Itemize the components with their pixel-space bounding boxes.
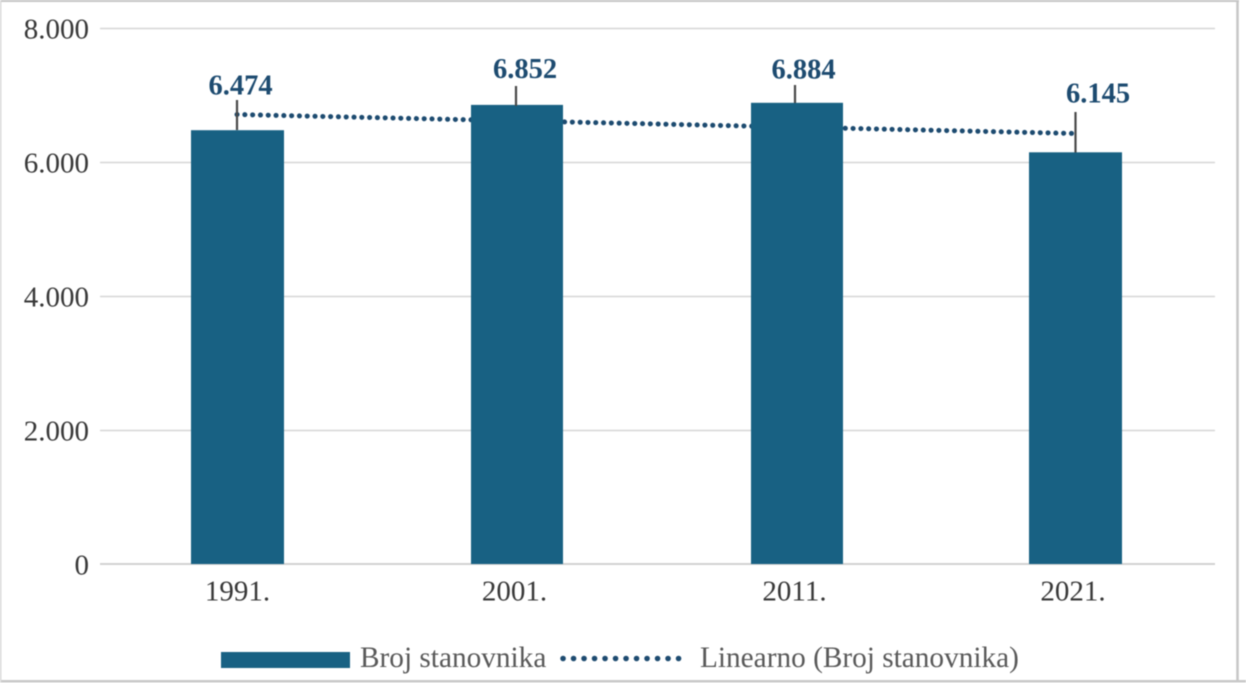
svg-text:4.000: 4.000 (24, 282, 89, 314)
svg-text:2021.: 2021. (1040, 576, 1105, 608)
svg-text:Linearno (Broj stanovnika): Linearno (Broj stanovnika) (700, 642, 1019, 674)
svg-text:6.145: 6.145 (1066, 79, 1130, 110)
svg-text:2011.: 2011. (762, 576, 826, 608)
svg-text:2001.: 2001. (482, 576, 547, 608)
svg-text:0: 0 (75, 550, 90, 582)
svg-text:6.474: 6.474 (208, 71, 272, 102)
svg-text:8.000: 8.000 (24, 14, 89, 46)
svg-text:2.000: 2.000 (24, 416, 89, 448)
svg-text:6.884: 6.884 (771, 55, 835, 86)
svg-text:Broj stanovnika: Broj stanovnika (360, 642, 546, 674)
svg-text:1991.: 1991. (205, 576, 270, 608)
svg-text:6.000: 6.000 (24, 148, 89, 180)
svg-text:6.852: 6.852 (493, 54, 557, 85)
